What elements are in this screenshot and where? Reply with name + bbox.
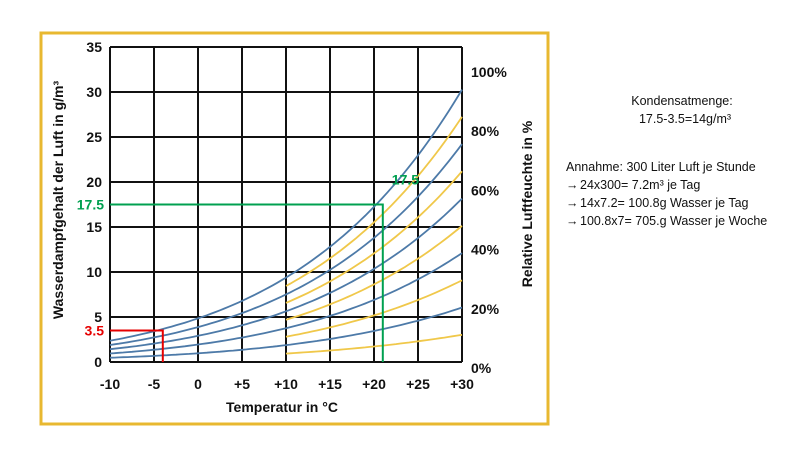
marker-line-low <box>110 329 164 362</box>
y2-tick-label: 80% <box>471 123 500 139</box>
curve-yellow-rh <box>285 279 463 338</box>
notes-item-text: 24x300= 7.2m³ je Tag <box>580 178 701 192</box>
label-high-value-right: 17.5 <box>392 172 419 188</box>
notes-item-text: 14x7.2= 100.8g Wasser je Tag <box>580 196 749 210</box>
notes-assumption: Annahme: 300 Liter Luft je Stunde <box>566 160 756 174</box>
x-tick-label: -10 <box>100 376 120 392</box>
curve-blue-rh <box>109 143 463 346</box>
curve-yellow-rh <box>285 333 463 355</box>
curve-yellow-rh <box>285 225 463 321</box>
y-tick-label: 15 <box>86 219 102 235</box>
curve-yellow-rh <box>285 170 463 304</box>
curve-yellow-rh <box>285 116 463 287</box>
x-tick-label: +25 <box>406 376 430 392</box>
x-tick-label: +30 <box>450 376 474 392</box>
notes-items: → 24x300= 7.2m³ je Tag → 14x7.2= 100.8g Was… <box>566 176 796 230</box>
x-tick-label: +15 <box>318 376 342 392</box>
y-tick-label: 30 <box>86 84 102 100</box>
notes-calc: 17.5-3.5=14g/m³ <box>638 112 732 126</box>
arrow-right-icon: → <box>566 196 579 210</box>
y2-tick-label: 60% <box>471 182 500 198</box>
curve-blue-rh <box>109 252 463 355</box>
curve-blue-rh <box>109 89 463 342</box>
chart-grid <box>109 46 463 363</box>
y-tick-label: 20 <box>86 174 102 190</box>
x-tick-label: -5 <box>148 376 161 392</box>
chart-ticks: 0 5 10 15 20 25 30 35 -10 -5 0 +5 +10 +15 +20 +25 +300% 2… <box>86 39 507 392</box>
y-axis-title: Wasserdampfgehalt der Luft in g/m³ <box>50 81 66 320</box>
y-tick-label: 5 <box>94 309 102 325</box>
curve-blue-rh <box>109 197 463 351</box>
x-tick-label: +10 <box>274 376 298 392</box>
y-tick-label: 35 <box>86 39 102 55</box>
y2-tick-label: 40% <box>471 242 500 258</box>
label-high-value-left: 17.5 <box>77 197 104 213</box>
x-tick-label: +5 <box>234 376 250 392</box>
y-tick-label: 0 <box>94 354 102 370</box>
x-axis-title: Temperatur in °C <box>226 399 338 415</box>
y2-axis-title: Relative Luftfeuchte in % <box>519 120 535 287</box>
arrow-right-icon: → <box>566 178 579 192</box>
label-low-value: 3.5 <box>85 323 105 339</box>
arrow-right-icon: → <box>566 214 579 228</box>
chart-frame <box>39 31 550 426</box>
y2-tick-label: 0% <box>471 360 492 376</box>
notes-item: → 24x300= 7.2m³ je Tag <box>566 176 796 194</box>
y2-tick-label: 100% <box>471 64 507 80</box>
humidity-curves <box>109 89 463 359</box>
y-tick-label: 25 <box>86 129 102 145</box>
x-tick-label: +20 <box>362 376 386 392</box>
chart-annotations: 3.5 17.5 17.5 <box>77 172 419 362</box>
y-tick-label: 10 <box>86 264 102 280</box>
notes-item: → 100.8x7= 705.g Wasser je Woche <box>566 212 796 230</box>
calculation-notes: Kondensatmenge: 17.5-3.5=14g/m³ Annahme:… <box>566 92 796 230</box>
x-tick-label: 0 <box>194 376 202 392</box>
y2-tick-label: 20% <box>471 301 500 317</box>
marker-line-high <box>110 203 384 362</box>
curve-blue-rh <box>109 306 463 359</box>
notes-heading: Kondensatmenge: <box>631 94 733 108</box>
notes-item-text: 100.8x7= 705.g Wasser je Woche <box>580 214 768 228</box>
notes-item: → 14x7.2= 100.8g Wasser je Tag <box>566 194 796 212</box>
